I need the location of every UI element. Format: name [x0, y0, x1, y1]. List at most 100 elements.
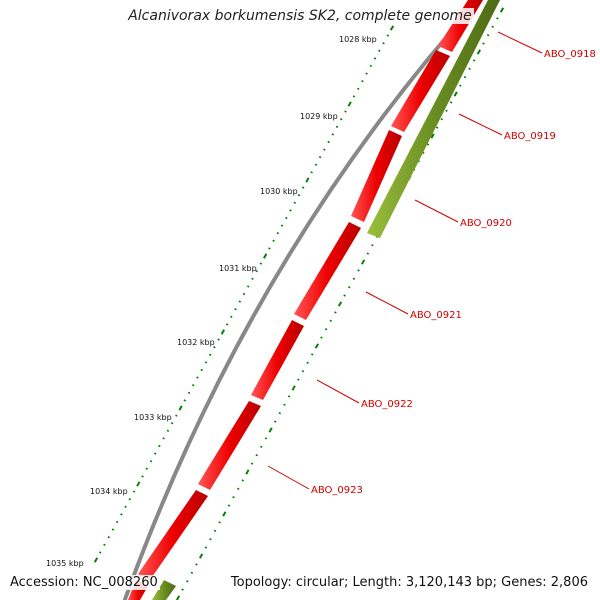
gene-label-abo-0920[interactable]: ABO_0920 — [460, 218, 512, 229]
gene-label-abo-0921[interactable]: ABO_0921 — [410, 310, 462, 321]
inner-ring-tick — [453, 91, 458, 97]
inner-ring-tick — [459, 84, 462, 87]
outer-ring-tick — [251, 277, 254, 280]
topology-text: Topology: circular; Length: 3,120,143 bp… — [228, 575, 590, 590]
inner-ring-tick — [334, 311, 337, 314]
inner-ring-tick — [449, 101, 453, 104]
inner-ring-tick — [264, 437, 268, 440]
inner-ring-tick — [181, 588, 184, 591]
outer-ring-tick — [175, 414, 178, 417]
outer-ring-tick — [242, 292, 246, 296]
callout-line-abo-0923 — [267, 465, 310, 490]
kbp-label-1030: 1030 kbp — [260, 187, 298, 196]
inner-ring-tick — [227, 504, 231, 507]
outer-ring-tick — [204, 361, 208, 364]
outer-ring-tick — [162, 437, 165, 440]
outer-ring-tick — [356, 87, 360, 90]
outer-ring-tick — [335, 125, 339, 128]
outer-ring-tick — [323, 148, 326, 151]
inner-ring-tick — [260, 445, 263, 448]
callout-line-abo-0921 — [365, 291, 409, 315]
outer-ring-tick — [196, 376, 199, 379]
gene-block-abo-0924[interactable] — [138, 490, 208, 580]
gene-block-abo-0919[interactable] — [391, 50, 450, 132]
inner-tick-ring — [175, 7, 505, 600]
kbp-labels: 1028 kbp 1029 kbp 1030 kbp 1031 kbp 1032… — [46, 35, 377, 568]
inner-ring-tick — [430, 133, 435, 139]
forward-strand-genes — [152, 0, 500, 600]
inner-ring-tick — [440, 118, 444, 121]
outer-ring-tick — [314, 163, 318, 166]
inner-ring-tick — [310, 353, 314, 356]
gene-block-abo-0920[interactable] — [367, 0, 500, 238]
inner-ring-tick — [236, 487, 240, 490]
gene-block-abo-0919b[interactable] — [351, 130, 402, 222]
outer-ring-tick — [327, 140, 330, 144]
outer-ring-tick — [293, 201, 296, 204]
inner-ring-tick — [371, 244, 374, 247]
outer-ring-tick — [386, 34, 390, 37]
outer-ring-tick — [225, 323, 229, 326]
inner-ring-tick — [287, 395, 291, 398]
gene-label-abo-0918[interactable]: ABO_0918 — [544, 49, 596, 60]
inner-ring-tick — [482, 42, 485, 45]
outer-ring-tick — [103, 543, 106, 546]
outer-ring-tick — [124, 505, 127, 508]
outer-ring-tick — [361, 80, 364, 83]
outer-ring-tick — [208, 353, 212, 356]
outer-ring-tick — [347, 101, 352, 107]
inner-ring-tick — [268, 427, 273, 433]
kbp-label-1034: 1034 kbp — [90, 487, 128, 496]
gene-block-abo-0921[interactable] — [294, 222, 361, 320]
inner-ring-tick — [320, 336, 323, 339]
inner-ring-tick — [199, 553, 204, 559]
gene-block-bottom-forward[interactable] — [152, 580, 176, 600]
inner-ring-tick — [348, 286, 351, 289]
gene-label-abo-0919[interactable]: ABO_0919 — [504, 131, 556, 142]
outer-ring-tick — [382, 42, 385, 45]
inner-ring-tick — [343, 294, 346, 297]
outer-ring-tick — [115, 520, 119, 524]
outer-ring-tick — [141, 475, 144, 478]
outer-ring-tick — [145, 467, 148, 470]
outer-ring-tick — [340, 118, 343, 121]
outer-ring-tick — [153, 452, 157, 455]
outer-ring-tick — [170, 422, 174, 425]
inner-ring-tick — [314, 343, 319, 349]
outer-ring-tick — [111, 528, 115, 531]
outer-ring-tick — [158, 444, 161, 448]
outer-ring-tick — [389, 25, 395, 31]
outer-ring-tick — [149, 460, 153, 463]
outer-ring-tick — [280, 224, 284, 227]
outer-ring-tick — [192, 384, 195, 387]
inner-ring-tick — [435, 126, 439, 129]
outer-ring-tick — [246, 285, 250, 288]
inner-ring-tick — [297, 378, 300, 381]
outer-tick-ring — [93, 25, 395, 563]
callout-line-abo-0922 — [316, 379, 360, 404]
outer-ring-tick — [268, 247, 271, 250]
gene-labels: ABO_0918 ABO_0919 ABO_0920 ABO_0921 ABO_… — [311, 49, 596, 496]
gene-label-abo-0923[interactable]: ABO_0923 — [311, 485, 363, 496]
inner-ring-tick — [283, 403, 286, 406]
accession-text: Accession: NC_008260 — [8, 575, 160, 590]
gene-label-abo-0922[interactable]: ABO_0922 — [361, 399, 413, 410]
inner-ring-tick — [175, 595, 181, 600]
genome-title: Alcanivorax borkumensis SK2, complete ge… — [126, 8, 474, 24]
outer-ring-tick — [318, 156, 322, 159]
gene-block-abo-0923[interactable] — [198, 401, 261, 490]
outer-ring-tick — [200, 368, 203, 372]
inner-ring-tick — [426, 143, 430, 146]
outer-ring-tick — [301, 186, 305, 189]
kbp-label-1033: 1033 kbp — [134, 413, 172, 422]
outer-ring-tick — [217, 338, 220, 341]
gene-block-abo-0922[interactable] — [251, 320, 304, 400]
inner-ring-tick — [468, 67, 471, 70]
outer-ring-tick — [259, 262, 263, 265]
outer-ring-tick — [98, 551, 102, 554]
inner-ring-tick — [472, 59, 476, 62]
outer-ring-tick — [378, 49, 381, 52]
inner-ring-tick — [324, 328, 328, 331]
reverse-strand-genes — [128, 0, 483, 600]
inner-ring-tick — [491, 25, 494, 28]
